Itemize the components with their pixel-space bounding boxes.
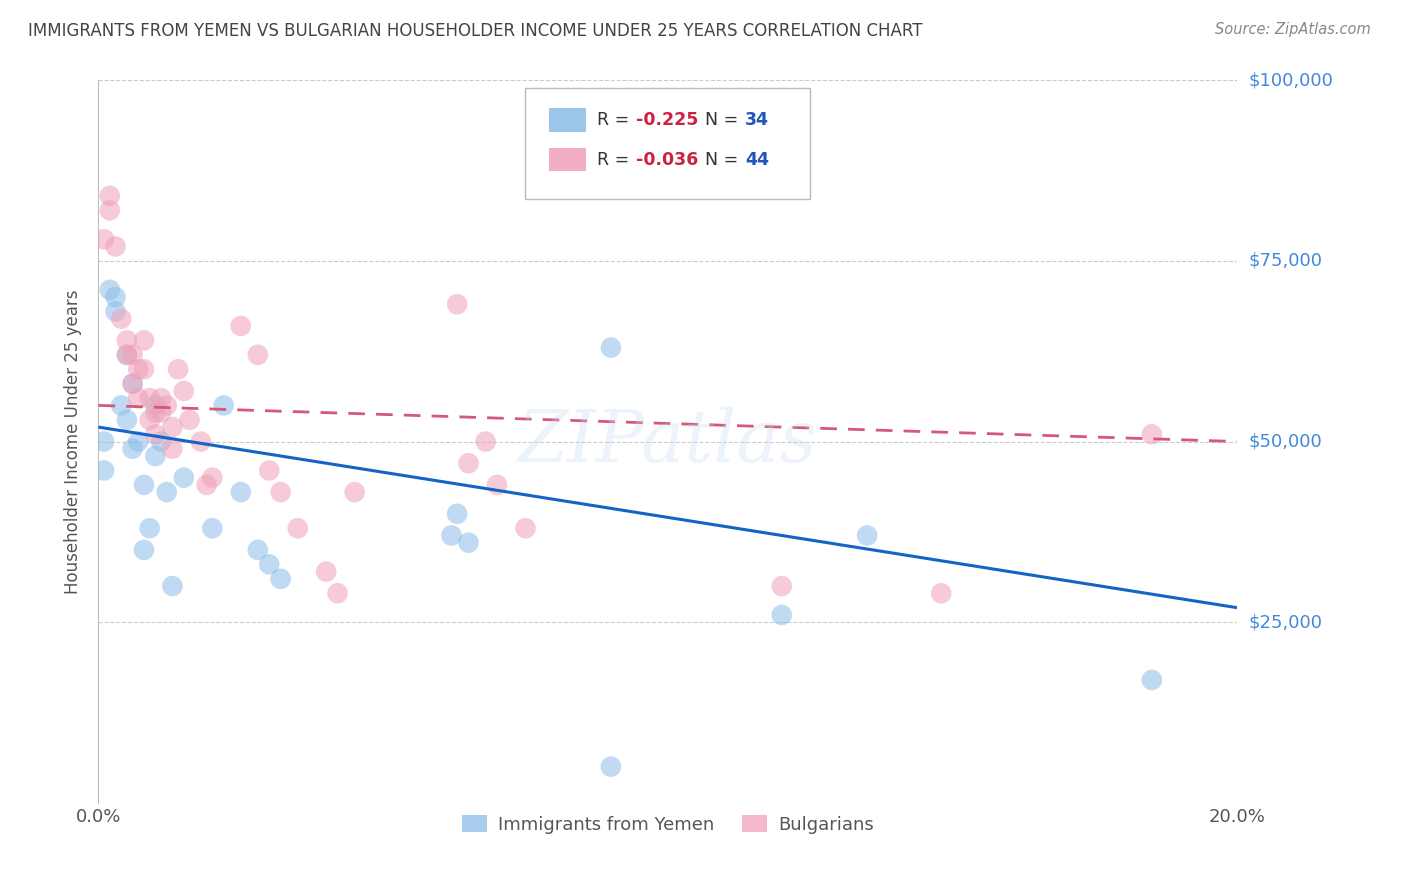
Point — [127, 391, 149, 405]
Text: R =: R = — [598, 111, 636, 129]
Point — [127, 362, 149, 376]
Point — [150, 406, 173, 420]
Point — [474, 434, 496, 449]
Text: $75,000: $75,000 — [1249, 252, 1323, 270]
Point — [195, 478, 218, 492]
Point — [929, 586, 952, 600]
Text: -0.225: -0.225 — [636, 111, 699, 129]
Point — [270, 485, 292, 500]
Point — [138, 413, 160, 427]
Legend: Immigrants from Yemen, Bulgarians: Immigrants from Yemen, Bulgarians — [451, 804, 884, 845]
Text: N =: N = — [706, 111, 744, 129]
Point — [259, 463, 281, 477]
Point — [115, 413, 138, 427]
Point — [201, 521, 224, 535]
Point — [270, 572, 292, 586]
Point — [150, 434, 173, 449]
Text: IMMIGRANTS FROM YEMEN VS BULGARIAN HOUSEHOLDER INCOME UNDER 25 YEARS CORRELATION: IMMIGRANTS FROM YEMEN VS BULGARIAN HOUSE… — [28, 22, 922, 40]
Point — [93, 463, 115, 477]
Text: 44: 44 — [745, 151, 769, 169]
Point — [190, 434, 212, 449]
Point — [343, 485, 366, 500]
Point — [457, 535, 479, 549]
Text: $100,000: $100,000 — [1249, 71, 1333, 89]
Text: ZIPatlas: ZIPatlas — [517, 406, 818, 477]
Point — [132, 362, 155, 376]
Point — [110, 398, 132, 412]
Point — [115, 334, 138, 348]
Point — [179, 413, 201, 427]
Text: N =: N = — [706, 151, 744, 169]
Point — [132, 478, 155, 492]
Y-axis label: Householder Income Under 25 years: Householder Income Under 25 years — [65, 289, 83, 594]
Point — [138, 391, 160, 405]
FancyBboxPatch shape — [550, 148, 586, 171]
Point — [162, 442, 184, 456]
Point — [212, 398, 235, 412]
Point — [110, 311, 132, 326]
Point — [600, 341, 623, 355]
Point — [98, 189, 121, 203]
Point — [121, 376, 143, 391]
Point — [1140, 427, 1163, 442]
Point — [201, 470, 224, 484]
Point — [515, 521, 537, 535]
Point — [98, 203, 121, 218]
Point — [486, 478, 509, 492]
Point — [104, 290, 127, 304]
Point — [104, 239, 127, 253]
Point — [173, 470, 195, 484]
Point — [156, 398, 179, 412]
Point — [229, 485, 252, 500]
Text: $50,000: $50,000 — [1249, 433, 1322, 450]
Point — [162, 579, 184, 593]
Point — [600, 760, 623, 774]
Point — [156, 485, 179, 500]
Point — [246, 348, 269, 362]
FancyBboxPatch shape — [526, 87, 810, 200]
Point — [326, 586, 349, 600]
Point — [127, 434, 149, 449]
FancyBboxPatch shape — [550, 109, 586, 132]
Point — [446, 297, 468, 311]
Point — [259, 558, 281, 572]
Text: R =: R = — [598, 151, 636, 169]
Point — [446, 507, 468, 521]
Point — [440, 528, 463, 542]
Point — [162, 420, 184, 434]
Point — [150, 391, 173, 405]
Point — [145, 427, 167, 442]
Point — [115, 348, 138, 362]
Text: -0.036: -0.036 — [636, 151, 699, 169]
Point — [138, 521, 160, 535]
Point — [167, 362, 190, 376]
Point — [457, 456, 479, 470]
Point — [93, 434, 115, 449]
Point — [121, 376, 143, 391]
Point — [98, 283, 121, 297]
Point — [856, 528, 879, 542]
Point — [246, 542, 269, 557]
Point — [115, 348, 138, 362]
Point — [173, 384, 195, 398]
Point — [121, 348, 143, 362]
Point — [132, 334, 155, 348]
Point — [1140, 673, 1163, 687]
Text: Source: ZipAtlas.com: Source: ZipAtlas.com — [1215, 22, 1371, 37]
Text: $25,000: $25,000 — [1249, 613, 1323, 632]
Point — [132, 542, 155, 557]
Point — [93, 232, 115, 246]
Point — [287, 521, 309, 535]
Point — [145, 449, 167, 463]
Point — [229, 318, 252, 333]
Text: 34: 34 — [745, 111, 769, 129]
Point — [145, 398, 167, 412]
Point — [104, 304, 127, 318]
Point — [770, 607, 793, 622]
Point — [770, 579, 793, 593]
Point — [121, 442, 143, 456]
Point — [315, 565, 337, 579]
Point — [145, 406, 167, 420]
